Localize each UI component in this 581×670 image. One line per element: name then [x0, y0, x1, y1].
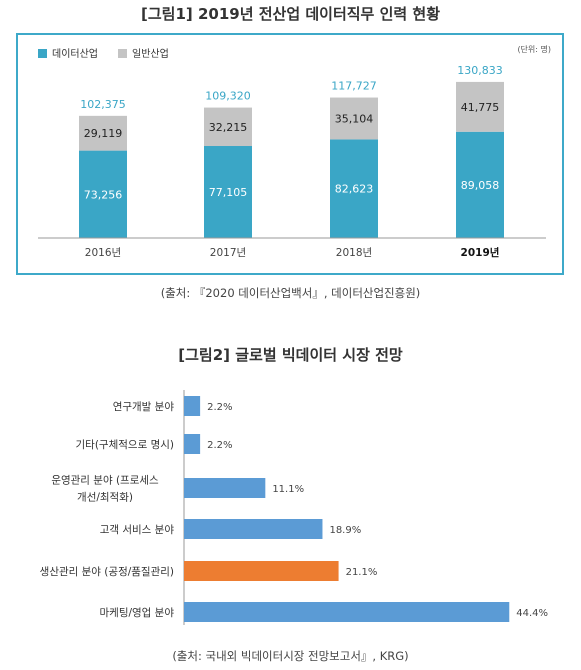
total-label: 130,833 — [457, 64, 503, 77]
total-label: 117,727 — [331, 80, 377, 93]
figure2-title: [그림2] 글로벌 빅데이터 시장 전망 — [178, 346, 403, 364]
bar-general-industry — [79, 115, 127, 151]
category-label: 연구개발 분야 — [113, 400, 175, 413]
total-label: 102,375 — [80, 98, 126, 111]
bar-data-industry — [456, 131, 504, 238]
category-label: 개선/최적화) — [77, 492, 133, 504]
horizontal-bar-chart: 2.2% 연구개발 분야 2.2% 기타(구체적으로 명시) 11.1% 운영관리 분야 … — [40, 390, 548, 625]
bar — [184, 519, 323, 539]
value-label: 2.2% — [207, 402, 232, 413]
bar-general-industry — [204, 107, 252, 147]
unit-label: (단위: 명) — [517, 44, 551, 54]
legend-label-general-industry: 일반산업 — [132, 47, 169, 60]
category-label: 고객 서비스 분야 — [100, 523, 175, 536]
value-label-general-industry: 35,104 — [335, 112, 374, 125]
category-label: 생산관리 분야 (공정/품질관리) — [40, 565, 174, 578]
bar-general-industry — [456, 81, 504, 132]
figure2-source: (출처: 국내외 빅데이터시장 전망보고서』, KRG) — [172, 649, 409, 663]
category-label: 기타(구체적으로 명시) — [76, 439, 174, 451]
stacked-bar-chart: 데이터산업 일반산업 (단위: 명) 73,256 29,119 102,375 2016년… — [38, 44, 551, 259]
value-label: 21.1% — [346, 567, 378, 578]
bar-general-industry — [330, 97, 378, 140]
bar — [184, 561, 339, 581]
x-tick-label: 2018년 — [336, 247, 372, 259]
value-label: 44.4% — [516, 608, 548, 619]
value-label: 2.2% — [207, 440, 232, 451]
value-label: 11.1% — [272, 484, 304, 495]
figure1-source: (출처: 『2020 데이터산업백서』, 데이터산업진흥원) — [160, 286, 421, 300]
value-label-general-industry: 29,119 — [84, 127, 123, 140]
value-label-general-industry: 41,775 — [461, 101, 500, 114]
bar — [184, 478, 266, 498]
legend-swatch-general-industry — [118, 49, 127, 58]
x-tick-label: 2017년 — [210, 247, 246, 259]
bar — [184, 434, 201, 454]
legend-label-data-industry: 데이터산업 — [52, 47, 98, 60]
bar-data-industry — [330, 139, 378, 238]
value-label-data-industry: 77,105 — [209, 186, 248, 199]
bar — [184, 396, 201, 416]
category-label: 운영관리 분야 (프로세스 — [51, 474, 159, 487]
bar-data-industry — [79, 150, 127, 238]
x-tick-label: 2019년 — [461, 246, 500, 259]
value-label-data-industry: 82,623 — [335, 183, 374, 196]
figure1-title: [그림1] 2019년 전산업 데이터직무 인력 현황 — [140, 5, 440, 23]
figure1-frame: 데이터산업 일반산업 (단위: 명) 73,256 29,119 102,375 2016년… — [16, 33, 564, 275]
bar — [184, 602, 510, 622]
total-label: 109,320 — [205, 90, 251, 103]
value-label: 18.9% — [329, 525, 361, 536]
value-label-data-industry: 73,256 — [84, 188, 123, 201]
legend-swatch-data-industry — [38, 49, 47, 58]
x-tick-label: 2016년 — [85, 247, 121, 259]
value-label-data-industry: 89,058 — [461, 179, 500, 192]
value-label-general-industry: 32,215 — [209, 121, 248, 134]
category-label: 마케팅/영업 분야 — [100, 606, 175, 619]
bar-data-industry — [204, 146, 252, 238]
